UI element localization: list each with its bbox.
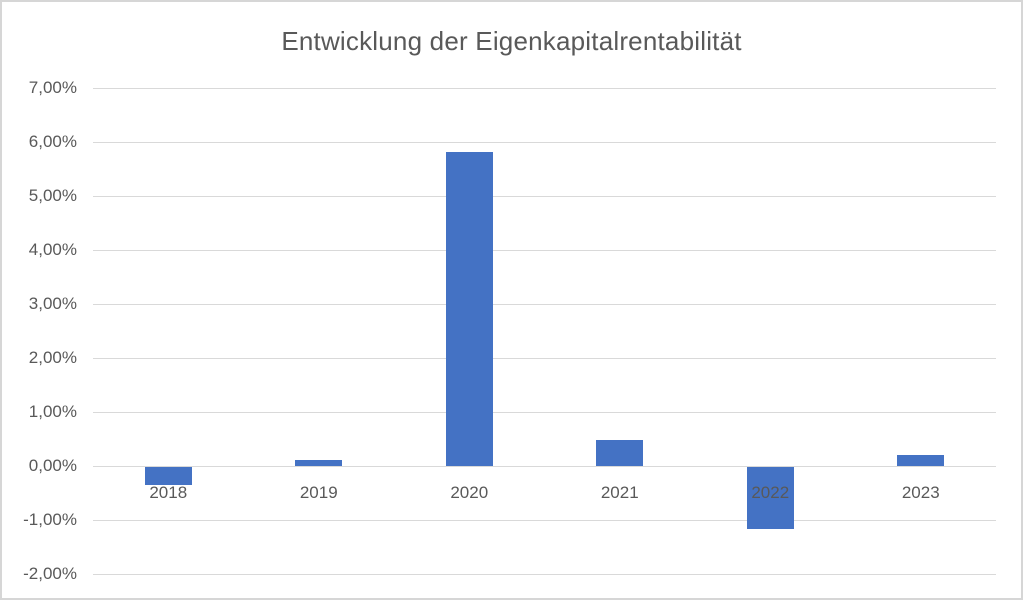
gridline <box>93 466 996 467</box>
chart-title: Entwicklung der Eigenkapitalrentabilität <box>281 26 742 56</box>
y-axis-tick-label: 0,00% <box>28 456 77 475</box>
bar-2019 <box>295 459 343 466</box>
y-axis-tick-label: -2,00% <box>23 564 77 583</box>
bar-2023 <box>897 454 945 466</box>
y-axis-tick-label: 1,00% <box>28 402 77 421</box>
bar-2022 <box>746 467 794 529</box>
x-axis-tick-label: 2022 <box>751 483 790 502</box>
y-axis-tick-label: 4,00% <box>28 240 77 259</box>
gridline <box>93 358 996 359</box>
gridline <box>93 196 996 197</box>
gridline <box>93 142 996 143</box>
x-axis-tick-label: 2018 <box>149 483 188 502</box>
y-axis-tick-label: 7,00% <box>28 78 77 97</box>
x-axis-tick-label: 2019 <box>299 483 338 502</box>
gridline <box>93 304 996 305</box>
gridline <box>93 250 996 251</box>
y-axis-tick-label: 2,00% <box>28 348 77 367</box>
bar-2021 <box>596 440 644 466</box>
y-axis-tick-label: 6,00% <box>28 132 77 151</box>
bar-2018 <box>144 467 192 485</box>
x-axis-tick-label: 2020 <box>450 483 489 502</box>
y-axis-tick-label: -1,00% <box>23 510 77 529</box>
gridline <box>93 574 996 575</box>
gridline <box>93 88 996 89</box>
y-axis-tick-label: 3,00% <box>28 294 77 313</box>
gridline <box>93 520 996 521</box>
gridline <box>93 412 996 413</box>
x-axis-tick-label: 2021 <box>600 483 639 502</box>
x-axis-tick-label: 2023 <box>901 483 940 502</box>
y-axis-tick-label: 5,00% <box>28 186 77 205</box>
bar-2020 <box>445 151 493 466</box>
